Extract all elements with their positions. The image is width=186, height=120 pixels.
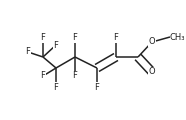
Text: F: F <box>73 33 77 42</box>
Text: O: O <box>149 67 155 77</box>
Text: F: F <box>54 41 58 49</box>
Text: F: F <box>41 33 45 42</box>
Text: F: F <box>94 83 100 91</box>
Text: F: F <box>73 72 77 81</box>
Text: CH₃: CH₃ <box>170 33 185 42</box>
Text: F: F <box>54 83 58 91</box>
Text: F: F <box>114 33 118 42</box>
Text: F: F <box>41 72 45 81</box>
Text: F: F <box>25 48 31 57</box>
Text: O: O <box>149 37 155 46</box>
